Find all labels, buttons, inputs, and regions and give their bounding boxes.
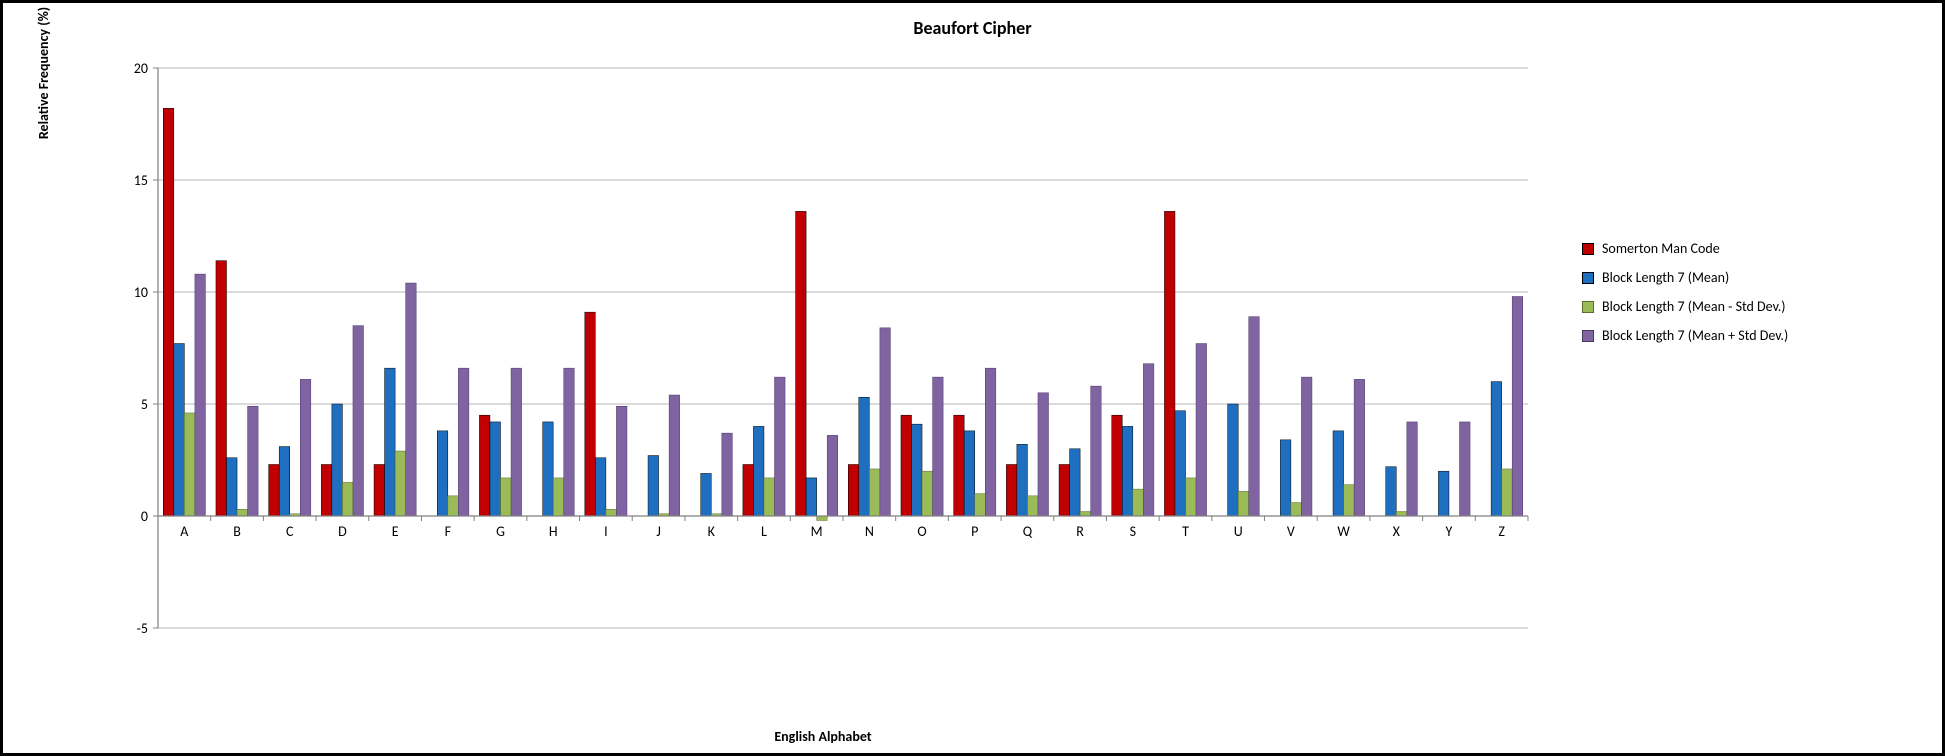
svg-text:E: E bbox=[392, 523, 399, 540]
svg-text:L: L bbox=[761, 523, 767, 540]
svg-text:G: G bbox=[496, 523, 505, 540]
legend-item: Somerton Man Code bbox=[1582, 240, 1882, 257]
legend-swatch bbox=[1582, 243, 1594, 255]
legend-label: Block Length 7 (Mean + Std Dev.) bbox=[1602, 327, 1788, 344]
legend-label: Block Length 7 (Mean) bbox=[1602, 269, 1729, 286]
svg-text:R: R bbox=[1076, 523, 1084, 540]
svg-text:15: 15 bbox=[134, 172, 148, 189]
legend-item: Block Length 7 (Mean + Std Dev.) bbox=[1582, 327, 1882, 344]
svg-text:J: J bbox=[656, 523, 660, 540]
svg-text:10: 10 bbox=[134, 284, 148, 301]
svg-text:U: U bbox=[1234, 523, 1243, 540]
legend-label: Block Length 7 (Mean - Std Dev.) bbox=[1602, 298, 1786, 315]
svg-text:A: A bbox=[180, 523, 189, 540]
legend-item: Block Length 7 (Mean - Std Dev.) bbox=[1582, 298, 1882, 315]
legend-label: Somerton Man Code bbox=[1602, 240, 1720, 257]
svg-text:N: N bbox=[865, 523, 874, 540]
legend-swatch bbox=[1582, 301, 1594, 313]
svg-text:B: B bbox=[233, 523, 241, 540]
svg-text:20: 20 bbox=[134, 63, 148, 77]
svg-text:S: S bbox=[1130, 523, 1136, 540]
svg-text:-5: -5 bbox=[137, 620, 148, 637]
svg-text:5: 5 bbox=[141, 396, 148, 413]
svg-text:O: O bbox=[917, 523, 926, 540]
y-axis-label: Relative Frequency (%) bbox=[35, 0, 52, 373]
svg-text:F: F bbox=[445, 523, 452, 540]
svg-text:K: K bbox=[708, 523, 716, 540]
chart-svg: -5 0 5 10 15 20 A B C D E F G H I J K L M N O P Q R S T U V W X Y Z bbox=[113, 63, 1533, 663]
svg-text:P: P bbox=[971, 523, 978, 540]
svg-text:C: C bbox=[286, 523, 294, 540]
svg-text:W: W bbox=[1337, 523, 1350, 540]
svg-text:T: T bbox=[1182, 523, 1189, 540]
x-axis-label: English Alphabet bbox=[113, 728, 1533, 745]
chart-frame: Beaufort Cipher Relative Frequency (%) -… bbox=[0, 0, 1945, 756]
legend: Somerton Man Code Block Length 7 (Mean) Bl… bbox=[1582, 228, 1882, 356]
legend-swatch bbox=[1582, 330, 1594, 342]
svg-text:I: I bbox=[604, 523, 608, 540]
legend-swatch bbox=[1582, 272, 1594, 284]
svg-text:D: D bbox=[338, 523, 347, 540]
plot-area: -5 0 5 10 15 20 A B C D E F G H I J K L M N O P Q R S T U V W X Y Z bbox=[113, 63, 1533, 663]
legend-item: Block Length 7 (Mean) bbox=[1582, 269, 1882, 286]
svg-text:H: H bbox=[549, 523, 558, 540]
svg-text:X: X bbox=[1393, 523, 1401, 540]
svg-text:0: 0 bbox=[141, 508, 148, 525]
svg-text:M: M bbox=[811, 523, 823, 540]
chart-title: Beaufort Cipher bbox=[3, 17, 1942, 39]
svg-text:Q: Q bbox=[1023, 523, 1033, 540]
svg-text:V: V bbox=[1287, 523, 1295, 540]
svg-text:Z: Z bbox=[1498, 523, 1505, 540]
svg-text:Y: Y bbox=[1446, 523, 1453, 540]
